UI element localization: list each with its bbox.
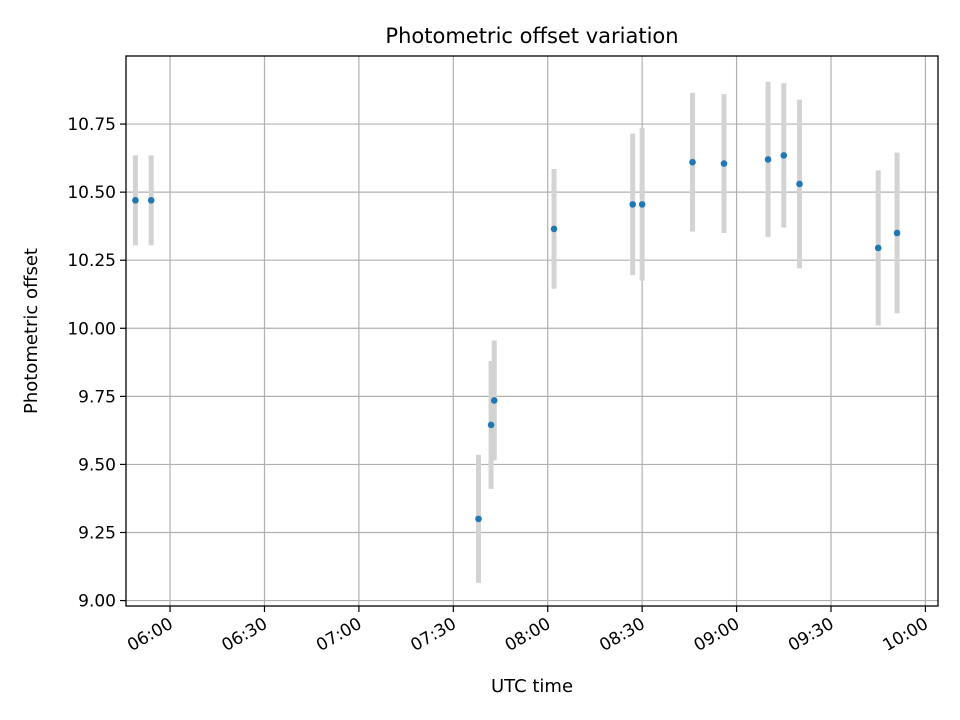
y-tick-label: 9.50 <box>78 455 116 475</box>
data-point <box>874 244 882 252</box>
data-point <box>490 397 498 404</box>
data-point <box>893 229 901 237</box>
data-point <box>796 180 803 188</box>
x-axis-label: UTC time <box>491 676 573 697</box>
data-point <box>764 156 772 163</box>
data-point <box>720 160 728 167</box>
point-layer <box>132 152 901 523</box>
y-tick-label: 9.00 <box>78 592 116 612</box>
y-tick-label: 9.75 <box>78 387 116 407</box>
data-point <box>147 197 155 204</box>
data-point <box>550 225 558 233</box>
data-point <box>780 152 788 159</box>
y-tick-label: 9.25 <box>78 523 116 543</box>
data-point <box>638 201 646 208</box>
data-point <box>132 197 139 204</box>
y-tick-label: 10.75 <box>67 115 116 135</box>
chart-title: Photometric offset variation <box>385 24 678 48</box>
y-tick-label: 10.50 <box>67 183 116 203</box>
data-point <box>487 421 495 429</box>
plot-frame <box>125 55 939 607</box>
data-point <box>475 515 482 523</box>
y-axis-label: Photometric offset <box>21 248 42 414</box>
data-point <box>629 201 637 208</box>
y-tick-label: 10.25 <box>67 251 116 271</box>
y-tick-label: 10.00 <box>67 319 116 339</box>
data-point <box>689 158 696 166</box>
